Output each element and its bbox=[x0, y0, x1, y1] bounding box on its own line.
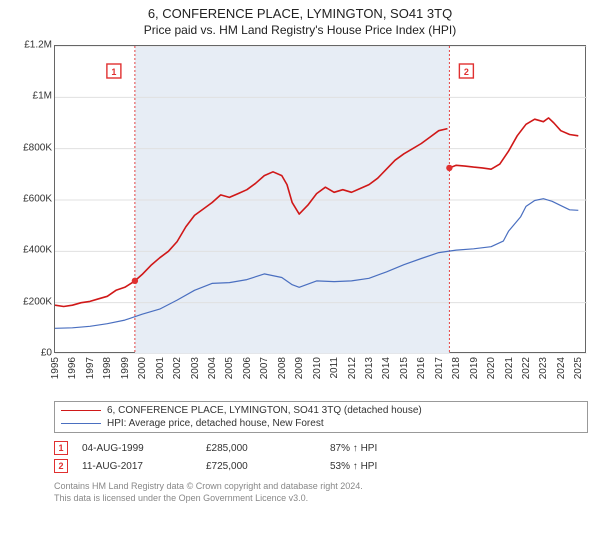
footer-line-2: This data is licensed under the Open Gov… bbox=[54, 493, 588, 505]
transaction-marker-icon: 1 bbox=[54, 441, 68, 455]
x-tick-label: 2025 bbox=[573, 357, 600, 379]
plot-region: 12 bbox=[54, 45, 586, 353]
legend-box: 6, CONFERENCE PLACE, LYMINGTON, SO41 3TQ… bbox=[54, 401, 588, 433]
chart-title: 6, CONFERENCE PLACE, LYMINGTON, SO41 3TQ bbox=[12, 6, 588, 21]
transaction-delta: 87% ↑ HPI bbox=[330, 443, 440, 454]
transaction-date: 04-AUG-1999 bbox=[82, 443, 192, 454]
legend-label: HPI: Average price, detached house, New … bbox=[107, 418, 324, 429]
y-tick-label: £200K bbox=[12, 296, 52, 307]
chart-subtitle: Price paid vs. HM Land Registry's House … bbox=[12, 23, 588, 37]
y-tick-label: £1M bbox=[12, 91, 52, 102]
svg-text:2: 2 bbox=[464, 67, 469, 77]
transaction-price: £725,000 bbox=[206, 461, 316, 472]
y-tick-label: £400K bbox=[12, 245, 52, 256]
svg-text:1: 1 bbox=[111, 67, 116, 77]
footer-text: Contains HM Land Registry data © Crown c… bbox=[54, 481, 588, 504]
y-tick-label: £600K bbox=[12, 194, 52, 205]
chart-area: £0£200K£400K£600K£800K£1M£1.2M 12 199519… bbox=[12, 43, 588, 395]
transaction-date: 11-AUG-2017 bbox=[82, 461, 192, 472]
transactions-table: 1 04-AUG-1999 £285,000 87% ↑ HPI 2 11-AUG-201… bbox=[54, 439, 588, 475]
legend-line-swatch bbox=[61, 410, 101, 412]
chart-container: 6, CONFERENCE PLACE, LYMINGTON, SO41 3TQ… bbox=[0, 0, 600, 560]
legend-label: 6, CONFERENCE PLACE, LYMINGTON, SO41 3TQ… bbox=[107, 405, 422, 416]
transaction-row: 2 11-AUG-2017 £725,000 53% ↑ HPI bbox=[54, 457, 588, 475]
footer-line-1: Contains HM Land Registry data © Crown c… bbox=[54, 481, 588, 493]
y-tick-label: £0 bbox=[12, 348, 52, 359]
transaction-row: 1 04-AUG-1999 £285,000 87% ↑ HPI bbox=[54, 439, 588, 457]
y-tick-label: £800K bbox=[12, 142, 52, 153]
plot-svg: 12 bbox=[55, 46, 587, 354]
transaction-delta: 53% ↑ HPI bbox=[330, 461, 440, 472]
transaction-marker-icon: 2 bbox=[54, 459, 68, 473]
transaction-price: £285,000 bbox=[206, 443, 316, 454]
legend-line-swatch bbox=[61, 423, 101, 424]
legend-row: HPI: Average price, detached house, New … bbox=[61, 417, 581, 430]
legend-row: 6, CONFERENCE PLACE, LYMINGTON, SO41 3TQ… bbox=[61, 404, 581, 417]
y-tick-label: £1.2M bbox=[12, 40, 52, 51]
